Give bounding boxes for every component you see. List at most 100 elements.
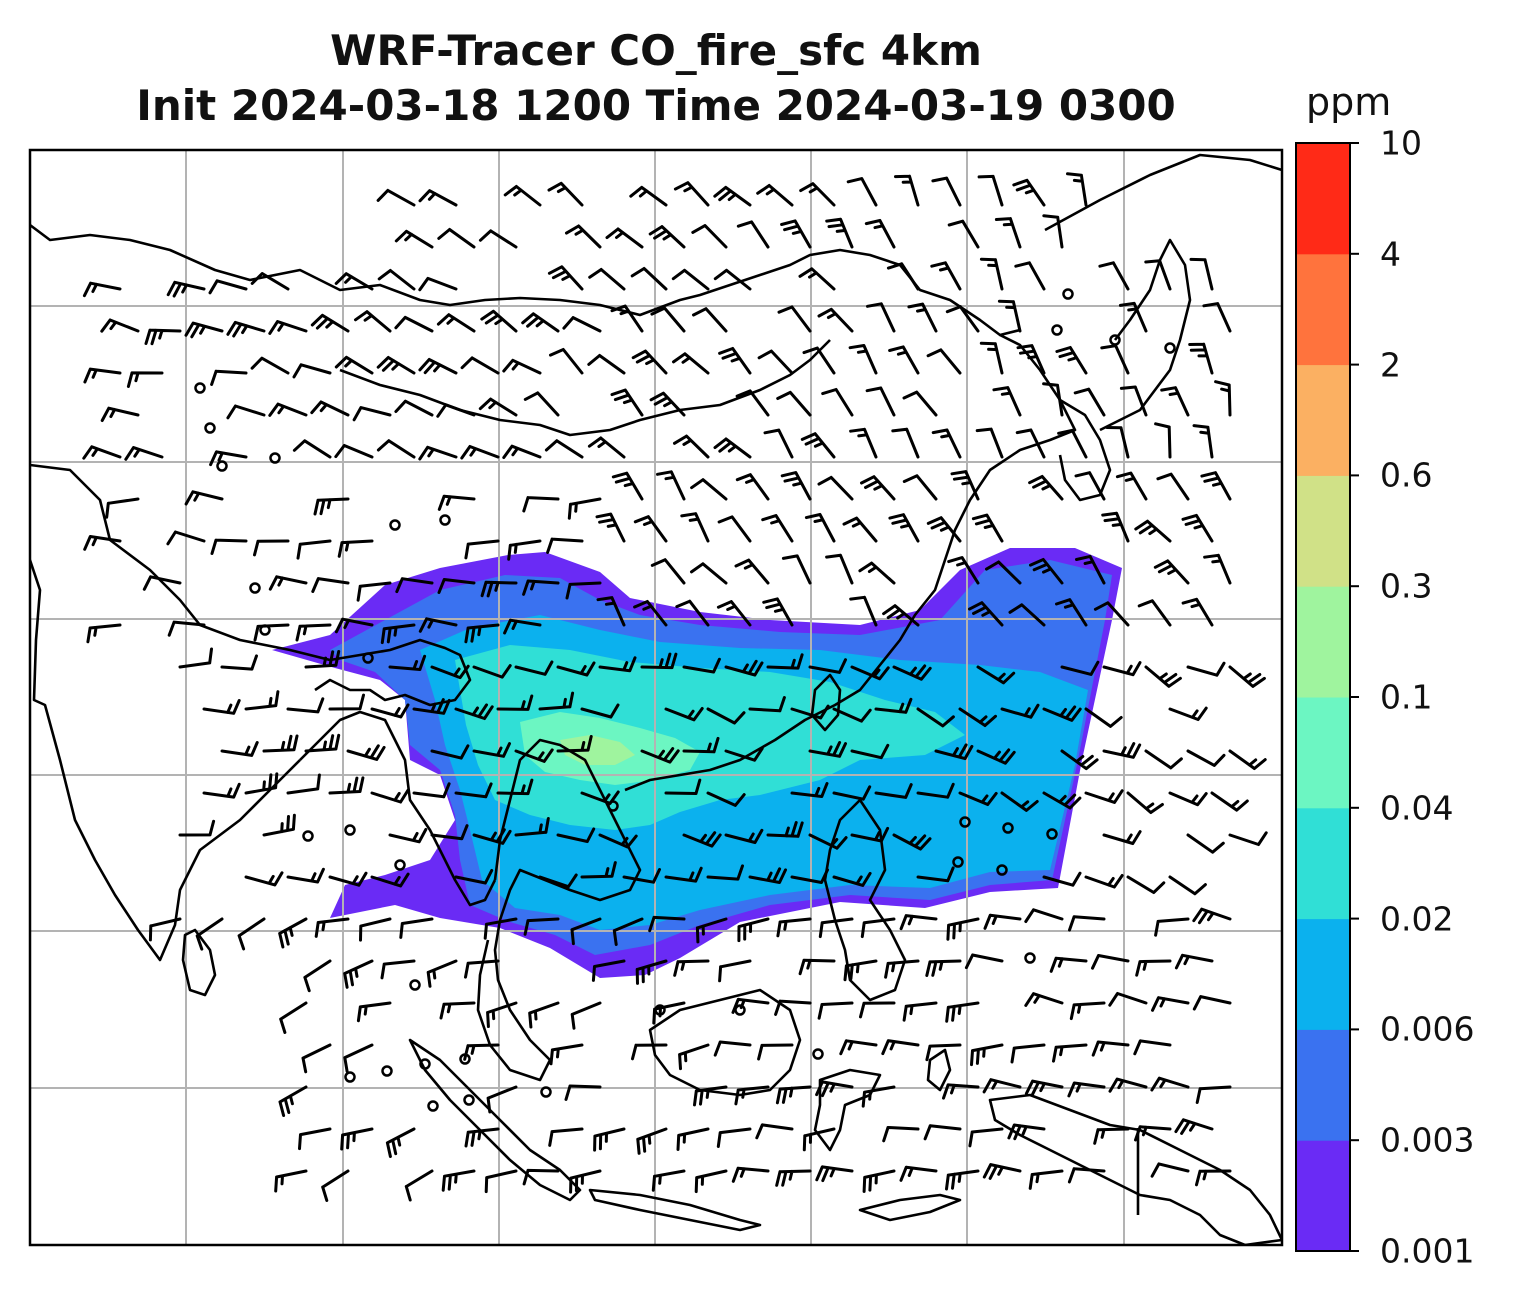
wind-barb [923,1124,962,1141]
wind-barb [781,554,812,585]
wind-barb [472,664,512,679]
wind-barb [167,620,206,637]
wind-barb [843,959,878,982]
wind-barb [388,828,428,844]
wind-barb [650,558,686,585]
wind-barb [354,310,392,333]
colorbar-swatch [1296,697,1350,809]
wind-barb [142,575,182,591]
wind-barb [934,743,974,761]
wind-barb [1144,665,1182,688]
wind-barb [892,833,932,851]
wind-barb [775,1169,812,1187]
wind-barb [454,869,494,885]
colorbar-tick-label: 0.003 [1380,1120,1475,1160]
wind-barb [337,539,374,558]
wind-calm-marker [1062,288,1074,300]
wind-barb [979,341,1004,375]
wind-barb [484,1169,518,1194]
wind-barb [328,776,365,795]
wind-barb [321,1169,350,1202]
wind-barb [678,1043,710,1071]
wind-barb [629,185,668,207]
wind-barb [262,734,299,753]
wind-barb [664,866,703,883]
wind-barb [580,703,620,719]
wind-barb [1042,382,1064,417]
wind-barb [958,707,997,727]
wind-calm-marker [540,1086,552,1098]
wind-barb [436,403,476,418]
wind-barb [580,790,620,805]
wind-barb [292,439,332,459]
wind-barb [947,556,980,585]
wind-calm-marker [344,1071,356,1083]
wind-barb [100,406,140,422]
wind-barb [976,665,1016,685]
wind-barb [1091,954,1130,970]
wind-barb [1195,1169,1232,1187]
wind-barb [818,917,854,939]
wind-barb [735,473,770,501]
wind-calm-marker [344,824,356,836]
wind-barb [842,516,878,543]
wind-barb [1188,342,1214,375]
wind-barb [1102,661,1142,677]
wind-barb [1154,422,1172,459]
wind-barb [436,313,476,333]
wind-barb [178,647,213,669]
wind-barb [1067,1081,1106,1098]
wind-barb [815,1080,854,1098]
wind-barb [220,741,259,757]
wind-barb [979,257,1004,291]
wind-barb [864,219,896,249]
coastline-korea [1058,398,1112,502]
border-mongolia [339,339,831,437]
wind-barb [464,1127,500,1148]
wind-barb [766,653,804,670]
wind-barb [394,399,434,417]
wind-barb [706,864,744,881]
wind-barb [569,1169,602,1194]
wind-barb [548,1127,584,1147]
colorbar-tick-label: 0.006 [1380,1009,1475,1049]
wind-barb [648,225,686,249]
wind-calm-marker [394,859,406,871]
wind-barb [460,356,500,375]
wind-barb [538,691,575,711]
wind-barb [611,471,644,501]
wind-barb [1137,599,1172,627]
coastline-bay-of-bengal [299,710,497,907]
wind-barb [250,356,290,375]
wind-barb [460,445,500,460]
wind-barb [1144,749,1183,770]
wind-barb [1168,875,1207,896]
wind-barb [825,217,854,249]
colorbar-swatch [1296,143,1350,255]
wind-barb [610,304,644,333]
wind-barb [675,599,710,627]
wind-barb [262,813,296,837]
wind-barb [925,1043,962,1062]
wind-barb [804,513,836,543]
wind-barb [426,959,458,988]
wind-barb [418,617,458,633]
colorbar-swatch [1296,918,1350,1030]
wind-barb [850,665,890,681]
colorbar-units: ppm [1306,80,1392,124]
coastlines-borders [30,153,1282,1245]
wind-barb [636,1127,668,1155]
wind-barb [1200,471,1232,501]
wind-barb [664,707,704,722]
wind-barb [846,177,878,207]
wind-barb [1024,908,1064,923]
wind-barb [496,694,534,711]
wind-barb [1154,917,1190,937]
wind-barb [166,530,206,546]
plot-title-line-1: WRF-Tracer CO_fire_sfc 4km [330,26,982,75]
wind-barb [888,513,920,543]
wind-barb [370,872,410,888]
wind-barb [202,782,241,799]
wind-barb [757,1043,794,1061]
wind-barb [737,917,770,943]
